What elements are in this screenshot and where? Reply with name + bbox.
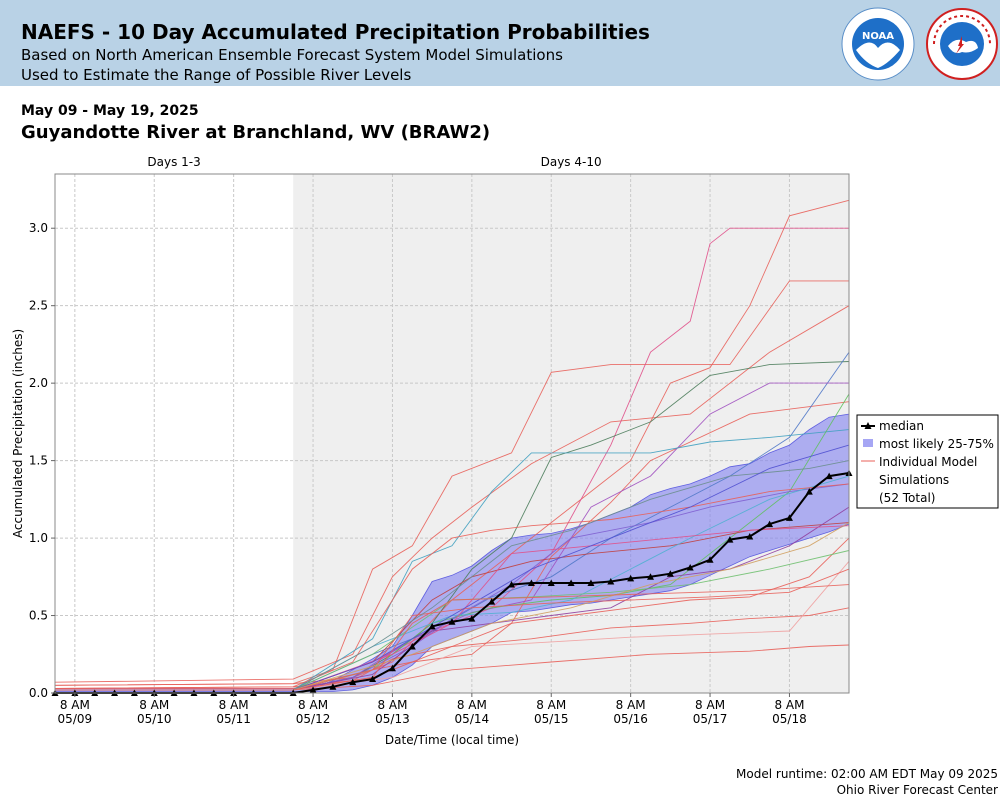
member-series-line	[55, 506, 850, 691]
x-tick-label-date: 05/17	[693, 712, 728, 726]
x-tick-label-time: 8 AM	[139, 698, 169, 712]
x-tick-label-time: 8 AM	[298, 698, 328, 712]
noaa-logo: NOAA	[841, 7, 915, 81]
x-tick-label-date: 05/14	[455, 712, 490, 726]
member-series-line	[55, 550, 850, 691]
median-point	[647, 573, 654, 580]
member-series-line	[55, 429, 850, 691]
x-tick-label-date: 05/16	[613, 712, 648, 726]
y-tick-label: 1.5	[29, 454, 48, 468]
x-tick-label-time: 8 AM	[536, 698, 566, 712]
median-point	[527, 579, 535, 587]
median-point	[805, 488, 813, 495]
median-point	[567, 579, 575, 587]
forecast-center: Ohio River Forecast Center	[836, 783, 998, 797]
period-shade	[293, 174, 849, 693]
median-point	[587, 579, 595, 587]
median-point	[785, 514, 793, 521]
y-tick-label: 1.0	[29, 531, 48, 545]
median-point	[428, 622, 436, 630]
noaa-logo-text: NOAA	[862, 31, 894, 42]
median-point	[746, 533, 754, 540]
y-tick-label: 0.5	[29, 609, 48, 623]
period-label: Days 1-3	[147, 155, 200, 169]
period-label: Days 4-10	[541, 155, 602, 169]
legend-median-marker	[864, 422, 872, 429]
x-tick-label-date: 05/09	[58, 712, 93, 726]
legend-members-count: (52 Total)	[879, 491, 935, 505]
legend-members-label: Individual Model	[879, 455, 977, 469]
x-tick-label-date: 05/15	[534, 712, 569, 726]
y-tick-label: 3.0	[29, 221, 48, 235]
legend-band-swatch	[863, 439, 873, 447]
median-point	[825, 472, 833, 480]
x-tick-label-date: 05/13	[375, 712, 410, 726]
legend-members-label-2: Simulations	[879, 473, 949, 487]
date-range: May 09 - May 19, 2025	[21, 103, 199, 119]
legend-median-label: median	[879, 419, 924, 433]
median-point	[706, 556, 714, 563]
x-tick-label-time: 8 AM	[377, 698, 407, 712]
median-point	[666, 570, 674, 577]
member-series-line	[54, 305, 850, 683]
member-series-line	[55, 444, 850, 691]
median-point	[726, 536, 734, 543]
member-series-line	[55, 568, 850, 691]
model-runtime: Model runtime: 02:00 AM EDT May 09 2025	[736, 767, 998, 781]
page-subtitle-2: Used to Estimate the Range of Possible R…	[21, 66, 412, 84]
x-axis-label: Date/Time (local time)	[385, 733, 519, 747]
x-tick-label-time: 8 AM	[616, 698, 646, 712]
median-point	[448, 618, 456, 625]
y-tick-label: 2.5	[29, 299, 48, 313]
x-tick-label-date: 05/18	[772, 712, 807, 726]
median-point	[488, 598, 496, 605]
x-tick-label-date: 05/12	[296, 712, 331, 726]
page-subtitle-1: Based on North American Ensemble Forecas…	[21, 46, 563, 64]
median-point	[388, 664, 396, 672]
station-name: Guyandotte River at Branchland, WV (BRAW…	[21, 122, 491, 143]
median-point	[408, 643, 416, 650]
median-point	[547, 579, 555, 587]
plot-frame	[54, 173, 850, 694]
member-series-line	[54, 537, 850, 689]
median-point	[627, 574, 635, 582]
median-point	[349, 678, 357, 686]
member-series-line	[55, 460, 850, 691]
x-tick-label-time: 8 AM	[219, 698, 249, 712]
median-point	[766, 520, 774, 528]
x-tick-label-time: 8 AM	[457, 698, 487, 712]
member-series-line	[55, 522, 850, 691]
member-series-line	[55, 584, 850, 691]
page-title: NAEFS - 10 Day Accumulated Precipitation…	[21, 20, 650, 44]
median-point	[468, 615, 476, 622]
median-point	[309, 686, 317, 693]
legend-band-label: most likely 25-75%	[879, 437, 994, 451]
median-point	[369, 675, 377, 683]
y-tick-label: 2.0	[29, 376, 48, 390]
header-banner: NAEFS - 10 Day Accumulated Precipitation…	[0, 0, 1000, 86]
member-series-line	[55, 561, 850, 691]
legend-box	[856, 414, 999, 509]
y-tick-label: 0.0	[29, 686, 48, 700]
x-tick-label-time: 8 AM	[774, 698, 804, 712]
x-tick-label-date: 05/11	[216, 712, 251, 726]
median-point	[329, 683, 337, 690]
y-axis-label: Accumulated Precipitation (inches)	[11, 329, 25, 538]
median-point	[607, 577, 615, 585]
x-tick-label-time: 8 AM	[60, 698, 90, 712]
nws-logo	[926, 8, 998, 80]
member-series-line	[54, 483, 850, 689]
x-tick-label-date: 05/10	[137, 712, 172, 726]
median-point	[508, 581, 516, 588]
x-tick-label-time: 8 AM	[695, 698, 725, 712]
median-point	[686, 564, 694, 571]
